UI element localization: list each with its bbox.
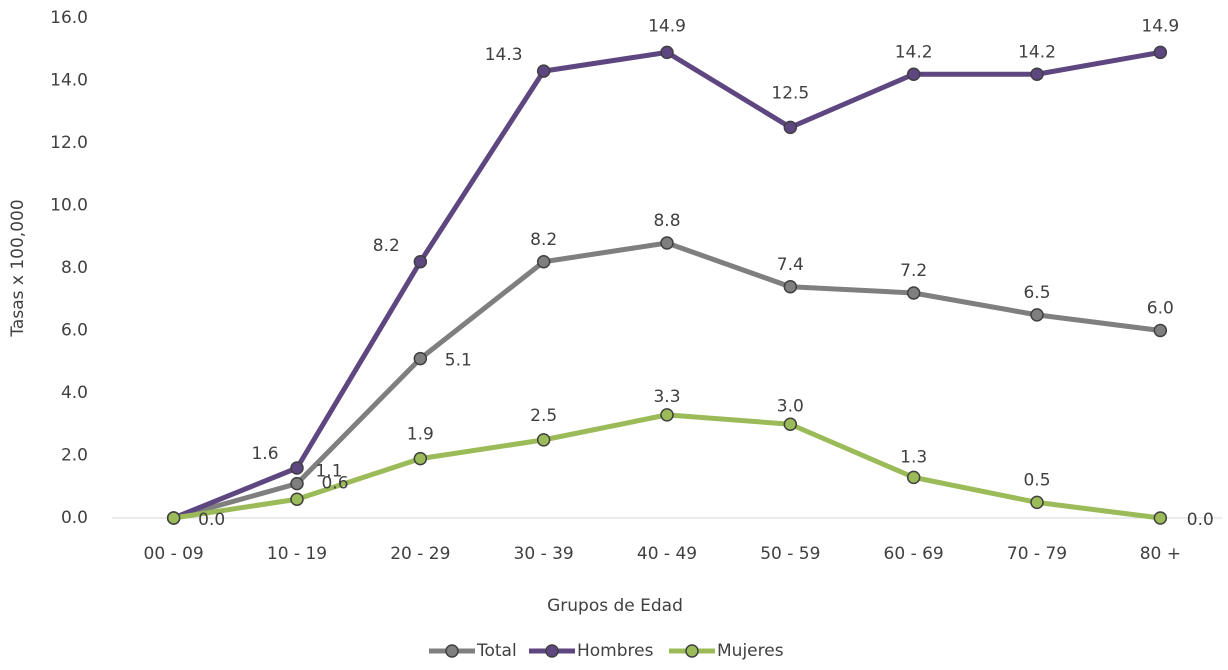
data-label: 8.8 bbox=[653, 211, 680, 231]
y-tick-label: 2.0 bbox=[61, 446, 88, 466]
x-tick-label: 10 - 19 bbox=[267, 544, 327, 564]
data-point bbox=[1153, 45, 1168, 60]
y-tick-label: 8.0 bbox=[61, 258, 88, 278]
data-label: 6.5 bbox=[1023, 283, 1050, 303]
y-tick-label: 16.0 bbox=[50, 8, 88, 28]
data-label: 14.9 bbox=[648, 16, 686, 36]
data-point bbox=[413, 255, 428, 269]
data-point bbox=[906, 470, 921, 485]
data-label: 1.1 bbox=[315, 462, 342, 482]
data-point bbox=[1153, 323, 1168, 338]
data-point bbox=[290, 476, 304, 491]
y-tick-label: 4.0 bbox=[61, 383, 88, 403]
data-label: 0.6 bbox=[321, 473, 348, 493]
data-label: 0.0 bbox=[198, 510, 225, 530]
data-label: 14.2 bbox=[895, 42, 933, 62]
data-point bbox=[660, 45, 674, 60]
data-point bbox=[660, 236, 674, 250]
data-label: 14.2 bbox=[1018, 42, 1056, 62]
data-label: 14.3 bbox=[485, 45, 523, 65]
data-label: 1.6 bbox=[251, 444, 278, 464]
data-point bbox=[290, 461, 304, 475]
series-line bbox=[172, 49, 1161, 521]
data-label: 0.0 bbox=[1187, 510, 1214, 530]
data-point bbox=[1030, 67, 1044, 81]
data-point bbox=[536, 64, 551, 78]
data-label: 7.2 bbox=[900, 261, 927, 281]
x-tick-label: 60 - 69 bbox=[884, 544, 944, 564]
y-tick-label: 14.0 bbox=[50, 71, 88, 91]
y-tick-label: 6.0 bbox=[61, 321, 88, 341]
data-point bbox=[413, 451, 428, 466]
data-label: 6.0 bbox=[1147, 299, 1174, 319]
data-point bbox=[1030, 308, 1044, 322]
legend-marker bbox=[545, 644, 559, 658]
legend-label: Mujeres bbox=[717, 641, 784, 661]
data-point bbox=[166, 511, 181, 525]
legend-label: Total bbox=[476, 641, 517, 661]
data-label: 14.9 bbox=[1141, 16, 1179, 36]
x-axis-title: Grupos de Edad bbox=[547, 596, 683, 616]
data-point bbox=[1030, 495, 1044, 510]
x-tick-label: 70 - 79 bbox=[1007, 544, 1067, 564]
data-label: 1.3 bbox=[900, 447, 927, 467]
x-tick-label: 50 - 59 bbox=[760, 544, 820, 564]
y-tick-label: 10.0 bbox=[50, 196, 88, 216]
legend-marker bbox=[445, 644, 459, 658]
data-label: 0.5 bbox=[1023, 470, 1050, 490]
data-point bbox=[290, 492, 304, 506]
data-label: 1.9 bbox=[407, 425, 434, 445]
data-point bbox=[783, 280, 798, 294]
data-label: 8.2 bbox=[530, 230, 557, 250]
y-axis-title: Tasas x 100,000 bbox=[8, 199, 28, 337]
data-label: 3.3 bbox=[653, 387, 680, 407]
data-point bbox=[783, 417, 798, 431]
x-tick-label: 80 + bbox=[1140, 544, 1181, 564]
x-tick-label: 40 - 49 bbox=[637, 544, 697, 564]
x-tick-label: 00 - 09 bbox=[144, 544, 204, 564]
data-label: 2.5 bbox=[530, 406, 557, 426]
legend-marker bbox=[685, 644, 699, 658]
data-point bbox=[906, 67, 921, 81]
data-label: 8.2 bbox=[373, 236, 400, 256]
data-point bbox=[783, 120, 798, 135]
data-label: 3.0 bbox=[777, 396, 804, 416]
data-label: 12.5 bbox=[771, 83, 809, 103]
y-tick-label: 12.0 bbox=[50, 133, 88, 153]
data-point bbox=[536, 433, 551, 447]
data-label: 5.1 bbox=[445, 351, 472, 371]
data-point bbox=[906, 286, 921, 300]
y-tick-label: 0.0 bbox=[61, 508, 88, 528]
x-tick-label: 20 - 29 bbox=[390, 544, 450, 564]
data-point bbox=[1153, 511, 1168, 525]
x-tick-label: 30 - 39 bbox=[514, 544, 574, 564]
data-point bbox=[536, 255, 551, 269]
data-point bbox=[660, 408, 674, 422]
legend-label: Hombres bbox=[577, 641, 654, 661]
data-point bbox=[413, 351, 428, 366]
data-label: 7.4 bbox=[777, 255, 804, 275]
